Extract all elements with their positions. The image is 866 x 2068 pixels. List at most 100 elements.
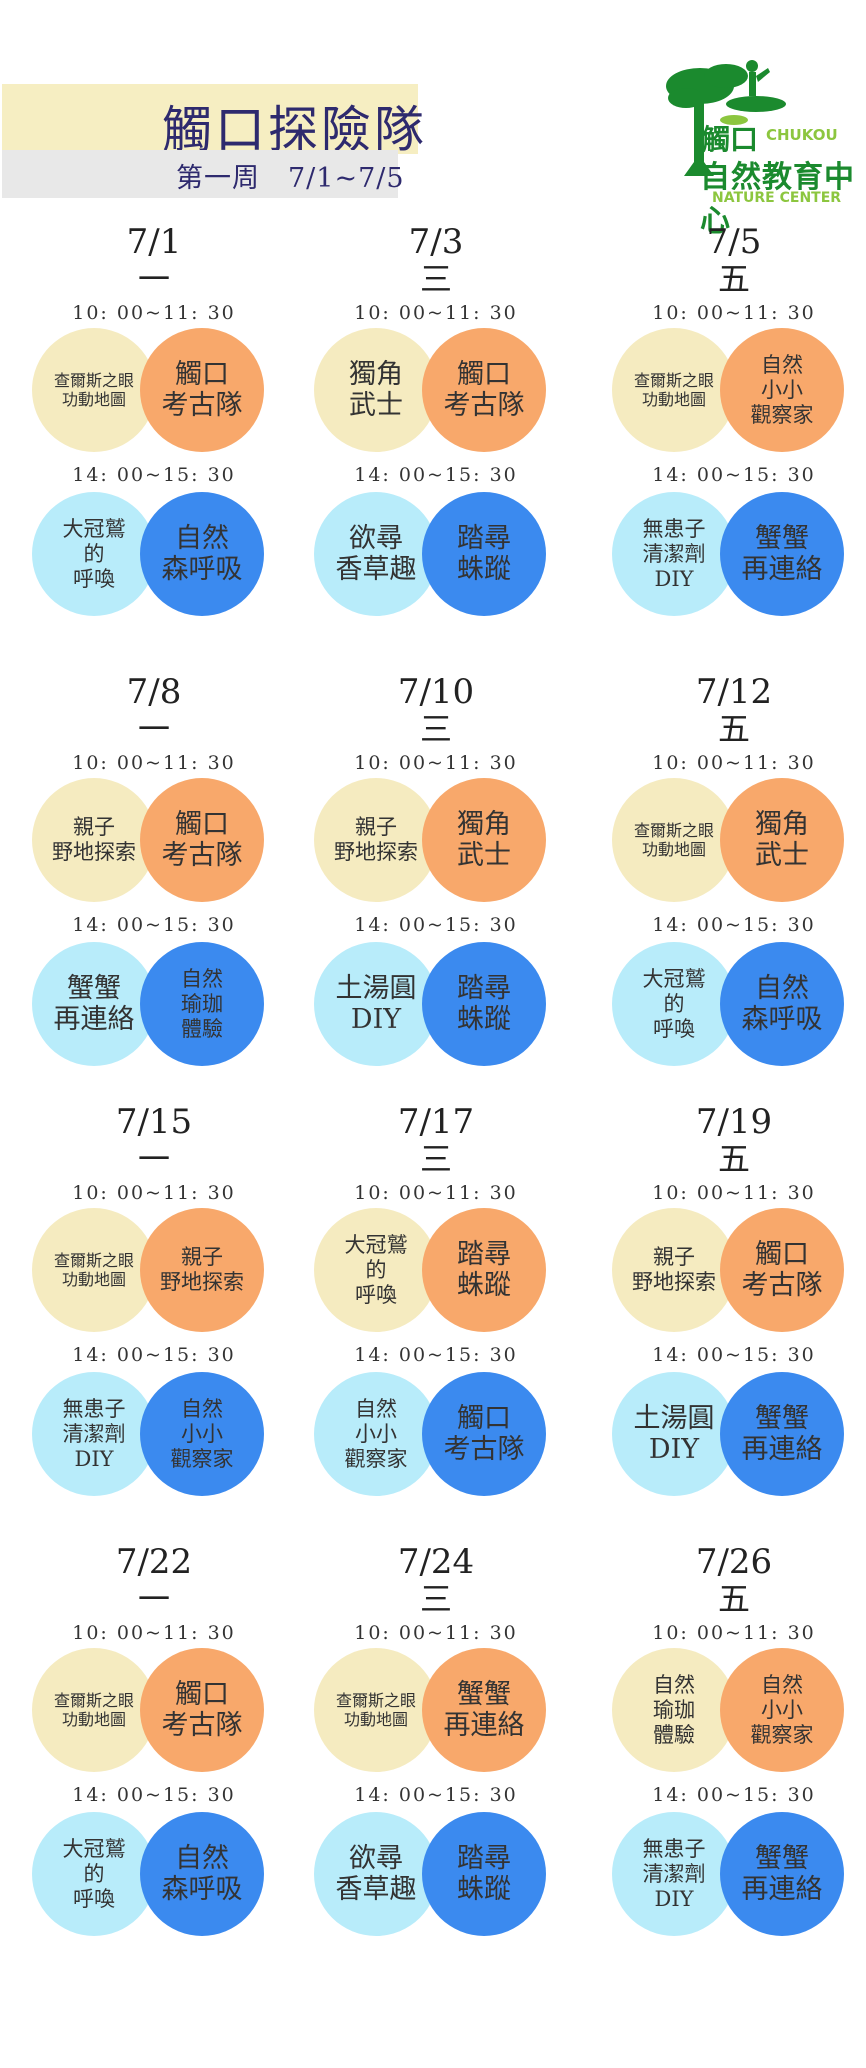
session-circle: 獨角 武士: [720, 778, 844, 902]
morning-sessions: 親子 野地探索 觸口 考古隊: [584, 1208, 866, 1336]
session-circle: 大冠鷲 的 呼喚: [314, 1208, 438, 1332]
afternoon-sessions: 欲尋 香草趣 踏尋 蛛蹤: [286, 1812, 586, 1940]
logo-center-chinese: 自然教育中心: [700, 160, 855, 239]
session-circle: 觸口 考古隊: [140, 328, 264, 452]
logo-chukou-english: CHUKOU: [766, 126, 838, 144]
day-card: 7/5 五 10: 00~11: 30 14: 00~15: 30 查爾斯之眼 功動地圖…: [584, 210, 866, 630]
logo-chukou-chinese: 觸口: [702, 123, 759, 156]
morning-sessions: 查爾斯之眼 功動地圖 蟹蟹 再連絡: [286, 1648, 586, 1776]
session-circle: 觸口 考古隊: [720, 1208, 844, 1332]
afternoon-sessions: 欲尋 香草趣 踏尋 蛛蹤: [286, 492, 586, 620]
afternoon-time: 14: 00~15: 30: [354, 464, 518, 486]
session-circle: 無患子 清潔劑 DIY: [612, 1812, 736, 1936]
morning-time: 10: 00~11: 30: [72, 302, 236, 324]
session-circle: 獨角 武士: [422, 778, 546, 902]
morning-time: 10: 00~11: 30: [652, 1622, 816, 1644]
session-circle: 自然 小小 觀察家: [720, 1648, 844, 1772]
session-circle: 大冠鷲 的 呼喚: [32, 492, 156, 616]
day-weekday: 五: [717, 1580, 750, 1618]
afternoon-sessions: 蟹蟹 再連絡 自然 瑜珈 體驗: [4, 942, 304, 1070]
session-circle: 親子 野地探索: [140, 1208, 264, 1332]
tree-logo-icon: [666, 60, 786, 176]
session-circle: 自然 小小 觀察家: [140, 1372, 264, 1496]
day-card: 7/1 一 10: 00~11: 30 14: 00~15: 30 查爾斯之眼 功動地圖…: [4, 210, 304, 630]
morning-sessions: 查爾斯之眼 功動地圖 觸口 考古隊: [4, 328, 304, 456]
day-date: 7/12: [695, 672, 773, 712]
day-weekday: 三: [419, 1140, 452, 1178]
afternoon-sessions: 無患子 清潔劑 DIY 蟹蟹 再連絡: [584, 1812, 866, 1940]
day-card: 7/24 三 10: 00~11: 30 14: 00~15: 30 查爾斯之眼 功動地…: [286, 1530, 586, 1950]
day-date: 7/17: [397, 1102, 475, 1142]
morning-sessions: 親子 野地探索 獨角 武士: [286, 778, 586, 906]
day-date: 7/19: [695, 1102, 773, 1142]
session-circle: 自然 森呼吸: [720, 942, 844, 1066]
session-circle: 查爾斯之眼 功動地圖: [314, 1648, 438, 1772]
session-circle: 獨角 武士: [314, 328, 438, 452]
session-circle: 踏尋 蛛蹤: [422, 1812, 546, 1936]
session-circle: 親子 野地探索: [612, 1208, 736, 1332]
session-circle: 蟹蟹 再連絡: [720, 1812, 844, 1936]
morning-sessions: 自然 瑜珈 體驗 自然 小小 觀察家: [584, 1648, 866, 1776]
day-weekday: 一: [137, 710, 170, 748]
session-circle: 自然 森呼吸: [140, 492, 264, 616]
morning-time: 10: 00~11: 30: [72, 752, 236, 774]
afternoon-sessions: 大冠鷲 的 呼喚 自然 森呼吸: [584, 942, 866, 1070]
session-circle: 蟹蟹 再連絡: [32, 942, 156, 1066]
day-date: 7/1: [126, 222, 182, 262]
afternoon-time: 14: 00~15: 30: [652, 1784, 816, 1806]
session-circle: 親子 野地探索: [314, 778, 438, 902]
afternoon-time: 14: 00~15: 30: [652, 1344, 816, 1366]
afternoon-time: 14: 00~15: 30: [652, 914, 816, 936]
logo-center-english: NATURE CENTER: [712, 190, 842, 206]
day-date: 7/10: [397, 672, 475, 712]
morning-time: 10: 00~11: 30: [652, 752, 816, 774]
afternoon-time: 14: 00~15: 30: [72, 464, 236, 486]
morning-time: 10: 00~11: 30: [652, 302, 816, 324]
morning-sessions: 獨角 武士 觸口 考古隊: [286, 328, 586, 456]
session-circle: 無患子 清潔劑 DIY: [32, 1372, 156, 1496]
title-band: [2, 84, 418, 154]
session-circle: 踏尋 蛛蹤: [422, 942, 546, 1066]
afternoon-time: 14: 00~15: 30: [354, 914, 518, 936]
afternoon-sessions: 大冠鷲 的 呼喚 自然 森呼吸: [4, 1812, 304, 1940]
morning-time: 10: 00~11: 30: [354, 1622, 518, 1644]
morning-time: 10: 00~11: 30: [354, 302, 518, 324]
day-weekday: 三: [419, 260, 452, 298]
session-circle: 自然 瑜珈 體驗: [140, 942, 264, 1066]
session-circle: 查爾斯之眼 功動地圖: [32, 1208, 156, 1332]
session-circle: 無患子 清潔劑 DIY: [612, 492, 736, 616]
day-weekday: 一: [137, 260, 170, 298]
morning-sessions: 查爾斯之眼 功動地圖 獨角 武士: [584, 778, 866, 906]
session-circle: 觸口 考古隊: [422, 1372, 546, 1496]
afternoon-time: 14: 00~15: 30: [72, 1344, 236, 1366]
page-title: 觸口探險隊: [162, 101, 427, 159]
session-circle: 查爾斯之眼 功動地圖: [32, 1648, 156, 1772]
afternoon-sessions: 大冠鷲 的 呼喚 自然 森呼吸: [4, 492, 304, 620]
session-circle: 蟹蟹 再連絡: [422, 1648, 546, 1772]
day-date: 7/8: [126, 672, 182, 712]
afternoon-time: 14: 00~15: 30: [354, 1784, 518, 1806]
day-weekday: 三: [419, 1580, 452, 1618]
afternoon-time: 14: 00~15: 30: [72, 1784, 236, 1806]
session-circle: 踏尋 蛛蹤: [422, 492, 546, 616]
session-circle: 自然 森呼吸: [140, 1812, 264, 1936]
session-circle: 查爾斯之眼 功動地圖: [612, 778, 736, 902]
session-circle: 觸口 考古隊: [140, 778, 264, 902]
session-circle: 親子 野地探索: [32, 778, 156, 902]
morning-sessions: 查爾斯之眼 功動地圖 親子 野地探索: [4, 1208, 304, 1336]
session-circle: 自然 瑜珈 體驗: [612, 1648, 736, 1772]
day-date: 7/5: [706, 222, 762, 262]
afternoon-time: 14: 00~15: 30: [72, 914, 236, 936]
morning-time: 10: 00~11: 30: [354, 752, 518, 774]
morning-sessions: 親子 野地探索 觸口 考古隊: [4, 778, 304, 906]
session-circle: 土湯圓 DIY: [612, 1372, 736, 1496]
day-weekday: 三: [419, 710, 452, 748]
day-weekday: 五: [717, 260, 750, 298]
session-circle: 蟹蟹 再連絡: [720, 1372, 844, 1496]
session-circle: 觸口 考古隊: [422, 328, 546, 452]
session-circle: 觸口 考古隊: [140, 1648, 264, 1772]
day-date: 7/26: [695, 1542, 773, 1582]
session-circle: 查爾斯之眼 功動地圖: [612, 328, 736, 452]
page-subtitle: 第一周 7/1~7/5: [176, 163, 405, 194]
day-card: 7/12 五 10: 00~11: 30 14: 00~15: 30 查爾斯之眼 功動地…: [584, 660, 866, 1080]
